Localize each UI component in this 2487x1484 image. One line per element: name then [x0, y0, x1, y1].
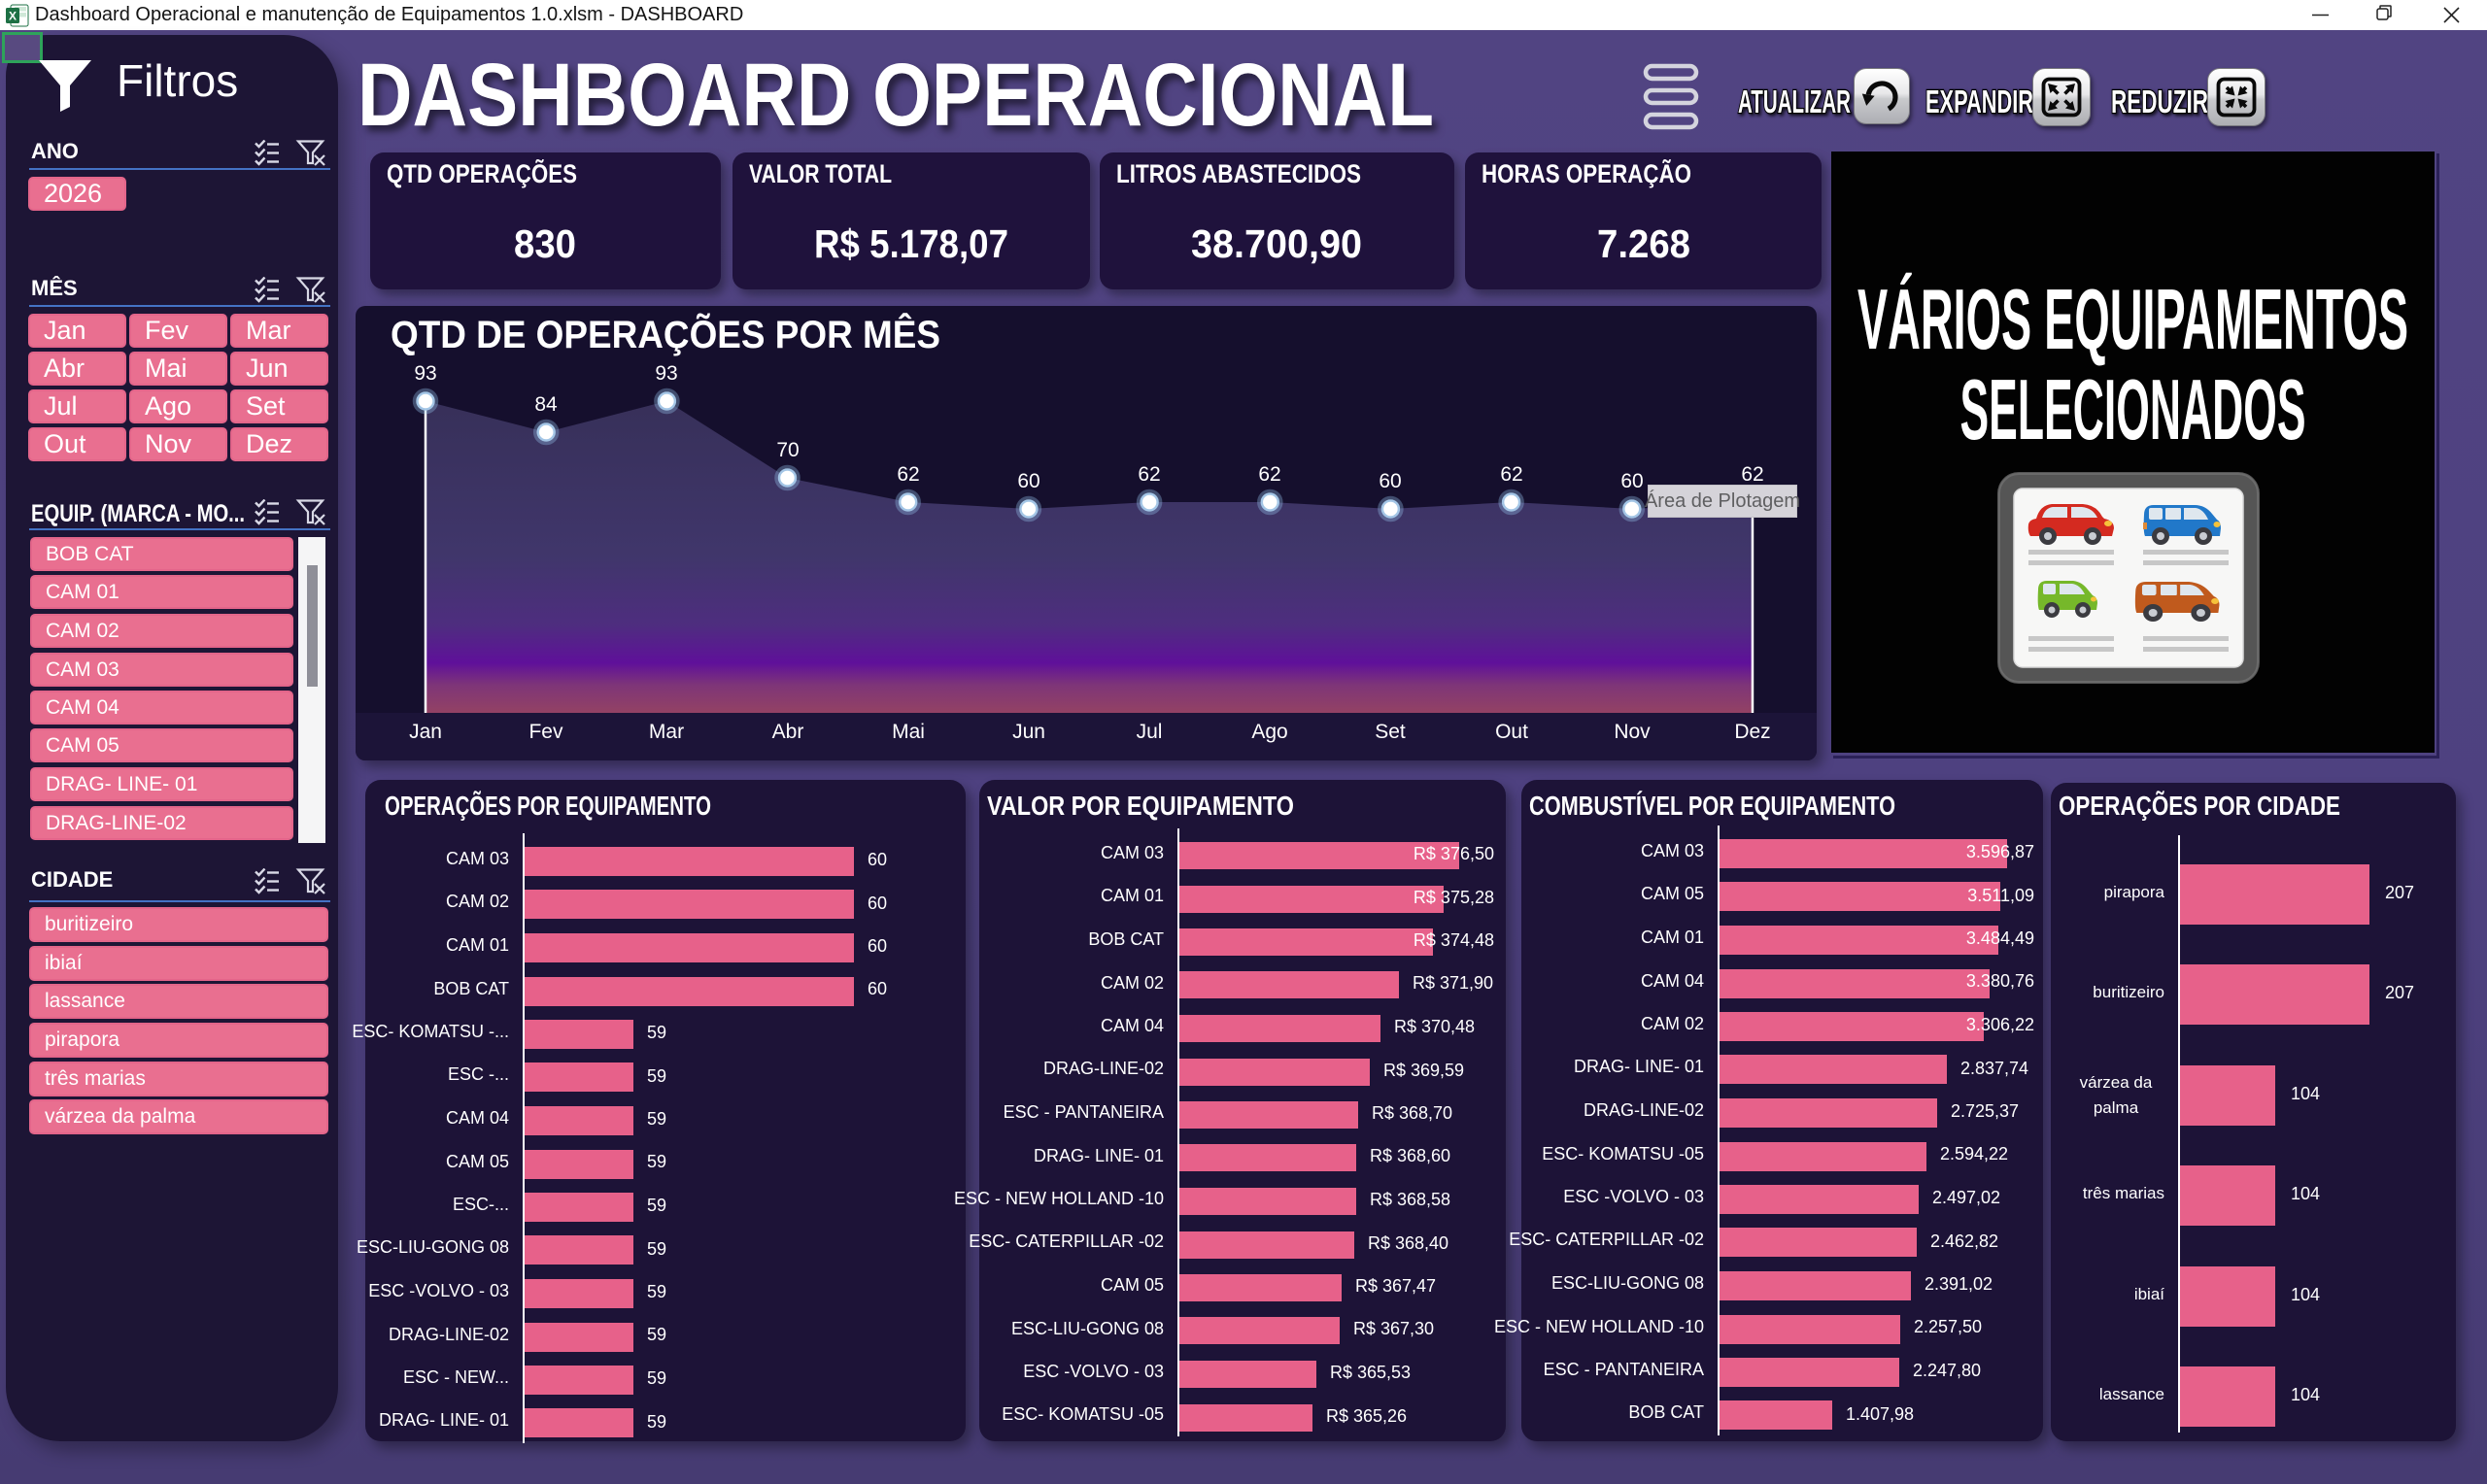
- svg-text:LITROS ABASTECIDOS: LITROS ABASTECIDOS: [1116, 159, 1361, 188]
- svg-text:VALOR POR EQUIPAMENTO: VALOR POR EQUIPAMENTO: [987, 791, 1294, 821]
- svg-text:COMBUSTÍVEL POR EQUIPAMENTO: COMBUSTÍVEL POR EQUIPAMENTO: [1529, 791, 1895, 821]
- svg-text:DASHBOARD OPERACIONAL: DASHBOARD OPERACIONAL: [358, 46, 1434, 145]
- svg-text:QTD DE OPERAÇÕES POR MÊS: QTD DE OPERAÇÕES POR MÊS: [391, 312, 940, 356]
- svg-text:X: X: [9, 10, 17, 23]
- svg-text:EQUIP. (MARCA - MO...: EQUIP. (MARCA - MO...: [31, 500, 245, 527]
- svg-text:830: 830: [514, 221, 576, 266]
- svg-text:EXPANDIR: EXPANDIR: [1925, 84, 2033, 119]
- svg-text:HORAS OPERAÇÃO: HORAS OPERAÇÃO: [1482, 158, 1691, 188]
- svg-text:QTD OPERAÇÕES: QTD OPERAÇÕES: [387, 158, 577, 188]
- svg-text:REDUZIR: REDUZIR: [2111, 84, 2208, 119]
- svg-text:R$ 5.178,07: R$ 5.178,07: [814, 221, 1008, 266]
- svg-text:OPERAÇÕES POR CIDADE: OPERAÇÕES POR CIDADE: [2059, 791, 2340, 821]
- svg-text:VALOR TOTAL: VALOR TOTAL: [749, 159, 892, 188]
- svg-text:38.700,90: 38.700,90: [1191, 221, 1362, 266]
- svg-text:7.268: 7.268: [1597, 221, 1690, 266]
- svg-text:SELECIONADOS: SELECIONADOS: [1960, 361, 2306, 457]
- svg-text:VÁRIOS EQUIPAMENTOS: VÁRIOS EQUIPAMENTOS: [1857, 271, 2408, 367]
- svg-text:OPERAÇÕES POR EQUIPAMENTO: OPERAÇÕES POR EQUIPAMENTO: [385, 791, 711, 821]
- svg-text:ATUALIZAR: ATUALIZAR: [1738, 84, 1851, 119]
